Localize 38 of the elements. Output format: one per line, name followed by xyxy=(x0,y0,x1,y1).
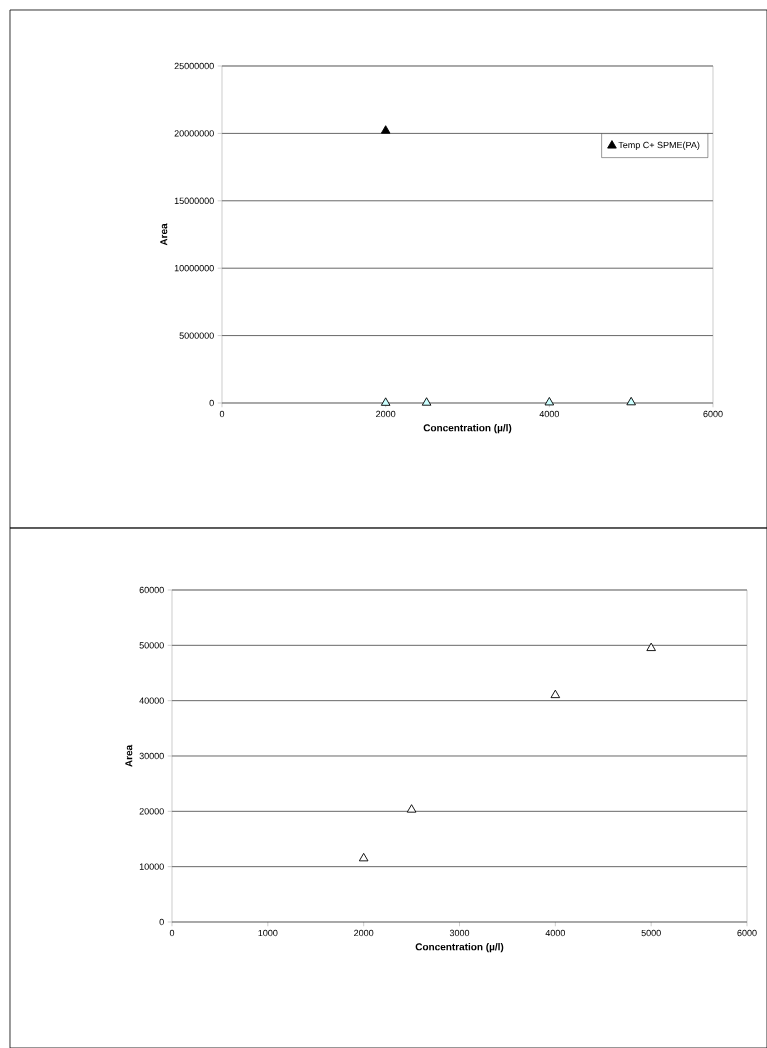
point xyxy=(421,397,432,406)
x-tick-label: 5000 xyxy=(641,929,661,937)
y-tick-label: 0 xyxy=(159,918,164,926)
point xyxy=(406,804,417,813)
point xyxy=(380,125,391,134)
x-tick-label: 6000 xyxy=(703,410,723,418)
y-tick-label: 5000000 xyxy=(179,332,214,339)
x-tick-label: 4000 xyxy=(545,929,565,937)
x-tick-label: 0 xyxy=(169,929,175,937)
x-axis-title: Concentration (µ/l) xyxy=(423,424,512,434)
x-tick-label: 3000 xyxy=(449,929,470,937)
y-tick-label: 15000000 xyxy=(174,197,214,204)
y-tick-label: 50000 xyxy=(139,642,164,649)
y-tick-label: 30000 xyxy=(139,752,164,760)
x-tick-label: 4000 xyxy=(539,410,559,418)
y-tick-label: 60000 xyxy=(139,586,164,594)
y-tick-label: 10000 xyxy=(139,863,164,870)
x-tick-label: 2000 xyxy=(354,929,374,937)
y-axis-title: Area xyxy=(125,744,133,767)
x-tick-label: 6000 xyxy=(737,929,757,937)
y-tick-label: 20000000 xyxy=(174,130,214,137)
legend-label: Temp C+ SPME(PA) xyxy=(618,141,700,150)
point xyxy=(646,642,656,652)
x-tick-label: 1000 xyxy=(258,929,278,937)
point xyxy=(550,689,561,699)
y-axis-title: Area xyxy=(160,223,168,246)
point xyxy=(626,396,636,406)
point xyxy=(544,396,555,406)
y-tick-label: 40000 xyxy=(139,697,164,704)
y-tick-label: 25000000 xyxy=(174,62,214,70)
y-tick-label: 20000 xyxy=(139,808,164,815)
point xyxy=(380,397,391,406)
x-tick-label: 2000 xyxy=(376,410,396,418)
y-tick-label: 10000000 xyxy=(174,265,214,272)
x-tick-label: 0 xyxy=(219,410,225,418)
x-axis-title: Concentration (µ/l) xyxy=(415,943,504,953)
y-tick-label: 0 xyxy=(209,399,214,407)
point xyxy=(358,852,369,862)
